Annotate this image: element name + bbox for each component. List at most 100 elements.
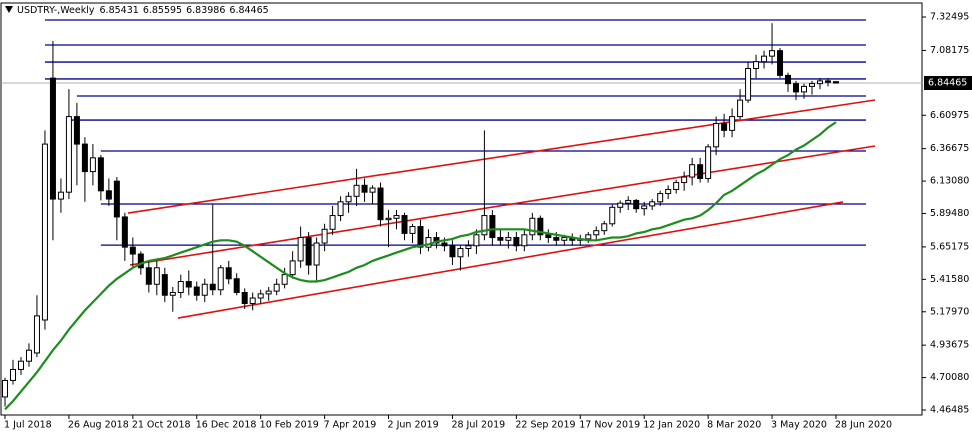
candle-body [409,226,416,234]
x-tick-label: 12 Jan 2020 [643,420,700,431]
x-tick-label: 8 Mar 2020 [707,420,761,431]
candle-body [57,191,64,200]
x-tick-label: 21 Oct 2018 [132,420,191,431]
candle-body [697,164,704,179]
candle-body [177,281,184,293]
candle-body [777,50,784,76]
candle-body [617,202,624,208]
candle-body [281,274,288,285]
y-tick-label: 6.60975 [930,110,969,121]
candle-body [633,199,640,210]
candle-body [793,83,800,93]
candle-body [81,143,88,173]
candle-body [713,122,720,148]
candle-body [737,99,744,118]
candle-body [97,157,104,192]
candle-body [49,77,56,200]
price-label: 6.84465 [928,77,967,88]
candle-body [553,237,560,241]
x-tick-label: 17 Nov 2019 [579,420,640,431]
plot-frame [0,2,923,416]
y-tick-label: 4.46485 [930,405,969,416]
candle-body [513,237,520,247]
price-label-bg [924,75,972,90]
candle-body [209,283,216,291]
candle-body [497,237,504,241]
candle-body [745,68,752,101]
candle-body [441,242,448,247]
candle-body [457,248,464,258]
candle-body [305,237,312,266]
candle-body [33,315,40,354]
candle-body [785,74,792,85]
y-tick-label: 5.17970 [930,306,969,317]
candle-body [273,283,280,292]
x-tick-label: 7 Apr 2019 [324,420,377,431]
candle-body [265,290,272,295]
candle-body [521,234,528,247]
candle-body [369,187,376,193]
candle-body [249,297,256,304]
y-tick-label: 7.08175 [930,45,969,56]
candle-body [297,237,304,262]
candle-body [329,215,336,230]
trend-line [177,201,844,319]
y-tick-label: 6.13080 [930,176,969,187]
candle-body [129,246,136,255]
y-tick-label: 5.41580 [930,274,969,285]
candle-body [649,201,656,207]
x-tick-label: 2 Jun 2019 [388,420,439,431]
last-high: 6.85595 [143,5,182,16]
candle-body [561,237,568,241]
last-close: 6.84465 [229,5,268,16]
candle-body [65,116,72,193]
candle-body [449,245,456,258]
candle-body [17,360,24,370]
y-tick-label: 7.32495 [930,11,969,22]
candle-body [113,180,120,218]
candle-body [705,146,712,179]
candle-body [2,379,8,398]
candle-body [417,226,424,248]
candle-body [337,201,344,217]
candle-body [832,81,839,84]
candle-body [657,193,664,203]
candle-body [808,83,815,87]
candle-body [73,116,80,145]
candle-body [529,217,536,236]
trend-line [129,145,876,266]
y-tick-label: 5.65175 [930,241,969,252]
x-tick-label: 28 Jul 2019 [451,420,505,431]
candle-body [625,199,632,204]
candle-body [689,164,696,178]
candle-body [481,215,488,236]
candle-body [225,267,232,280]
x-tick-label: 28 Jun 2020 [835,420,892,431]
x-tick-label: 22 Sep 2019 [515,420,575,431]
candle-body [241,291,248,304]
y-tick-label: 4.70080 [930,372,969,383]
candle-body [217,267,224,291]
candle-body [105,190,112,200]
candle-body [161,274,168,296]
candle-body [824,80,831,83]
candle-body [753,61,760,70]
candle-body [465,245,472,250]
candle-body [609,206,616,225]
candle-body [761,55,768,63]
candle-body [673,182,680,190]
candle-body [537,217,544,236]
chart-title: USDTRY-,Weekly [17,5,95,16]
candle-body [41,143,48,321]
candle-body [345,195,352,203]
candle-body [801,85,807,93]
candle-body [489,215,496,239]
last-low: 6.83986 [186,5,225,16]
candle-body [185,281,192,288]
candle-body [257,293,264,299]
y-tick-label: 6.36675 [930,143,969,154]
candle-body [233,278,240,293]
candle-body [137,253,144,269]
y-tick-label: 5.89480 [930,208,969,219]
